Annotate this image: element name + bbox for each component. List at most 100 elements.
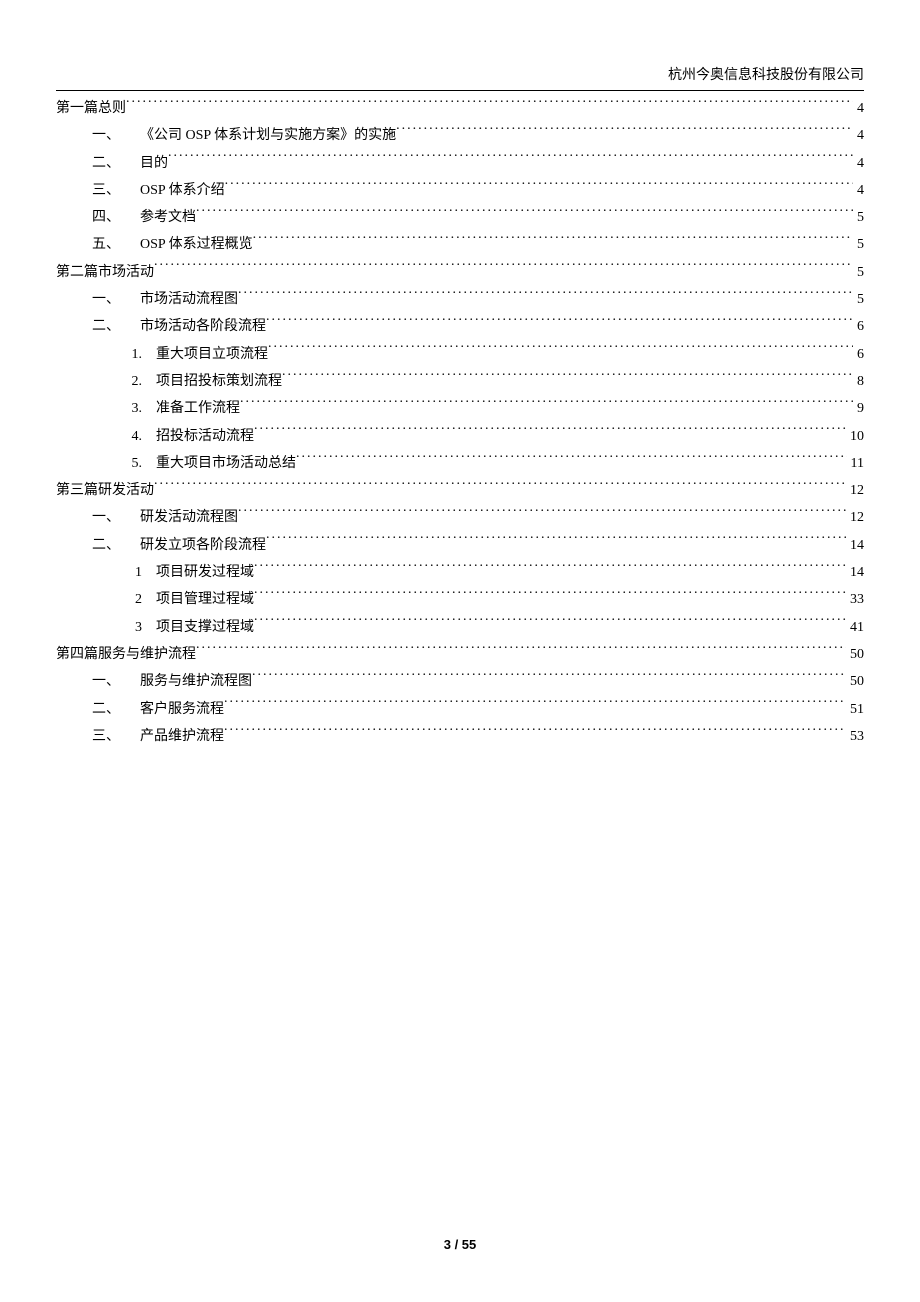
toc-leader-dots: [252, 671, 846, 685]
toc-entry[interactable]: 第一篇总则 4: [56, 95, 864, 122]
toc-entry-page: 53: [846, 723, 864, 750]
toc-entry[interactable]: 四、参考文档5: [56, 204, 864, 231]
toc-entry[interactable]: 三、产品维护流程 53: [56, 723, 864, 750]
toc-entry-marker: 3.: [128, 395, 156, 422]
toc-entry-title: 项目支撑过程域: [156, 614, 254, 641]
toc-leader-dots: [296, 453, 847, 467]
toc-entry[interactable]: 三、OSP 体系介绍 4: [56, 177, 864, 204]
toc-entry[interactable]: 1项目研发过程域14: [56, 559, 864, 586]
toc-entry-page: 14: [846, 532, 864, 559]
toc-entry-marker: 2.: [128, 368, 156, 395]
toc-leader-dots: [240, 398, 853, 412]
toc-leader-dots: [266, 535, 846, 549]
toc-entry-page: 5: [853, 286, 864, 313]
toc-entry[interactable]: 一、研发活动流程图 12: [56, 504, 864, 531]
toc-entry[interactable]: 一、《公司 OSP 体系计划与实施方案》的实施 4: [56, 122, 864, 149]
toc-leader-dots: [168, 153, 853, 167]
toc-leader-dots: [224, 699, 846, 713]
toc-entry-marker: 4.: [128, 423, 156, 450]
toc-entry-title: 第一篇总则: [56, 95, 126, 122]
toc-entry-page: 50: [846, 641, 864, 668]
toc-leader-dots: [268, 344, 853, 358]
toc-entry-title: 准备工作流程: [156, 395, 240, 422]
toc-entry-page: 10: [846, 423, 864, 450]
toc-entry[interactable]: 一、服务与维护流程图50: [56, 668, 864, 695]
toc-entry-title: 项目管理过程域: [156, 586, 254, 613]
toc-entry-page: 12: [846, 504, 864, 531]
toc-entry[interactable]: 3.准备工作流程9: [56, 395, 864, 422]
page-footer: 3 / 55: [0, 1237, 920, 1252]
toc-leader-dots: [266, 316, 853, 330]
toc-entry-page: 50: [846, 668, 864, 695]
toc-entry-page: 4: [853, 95, 864, 122]
toc-entry-title: OSP 体系过程概览: [140, 231, 253, 258]
toc-entry-marker: 五、: [92, 231, 140, 258]
toc-leader-dots: [396, 125, 853, 139]
toc-entry-marker: 3: [128, 614, 156, 641]
toc-entry-title: 招投标活动流程: [156, 423, 254, 450]
toc-entry-marker: 三、: [92, 723, 140, 750]
toc-entry[interactable]: 第三篇研发活动12: [56, 477, 864, 504]
toc-entry[interactable]: 二、目的 4: [56, 150, 864, 177]
page-number-sep: /: [451, 1237, 462, 1252]
page-number-current: 3: [444, 1237, 451, 1252]
toc-entry[interactable]: 2项目管理过程域 33: [56, 586, 864, 613]
toc-entry[interactable]: 一、市场活动流程图5: [56, 286, 864, 313]
toc-entry-title: 《公司 OSP 体系计划与实施方案》的实施: [140, 122, 396, 149]
toc-entry-title: 研发活动流程图: [140, 504, 238, 531]
toc-entry-marker: 四、: [92, 204, 140, 231]
toc-entry[interactable]: 第四篇服务与维护流程 50: [56, 641, 864, 668]
toc-entry[interactable]: 5.重大项目市场活动总结 11: [56, 450, 864, 477]
toc-entry-title: OSP 体系介绍: [140, 177, 225, 204]
toc-entry-marker: 二、: [92, 696, 140, 723]
toc-entry-marker: 二、: [92, 313, 140, 340]
toc-entry-marker: 二、: [92, 150, 140, 177]
toc-entry-page: 4: [853, 177, 864, 204]
toc-entry[interactable]: 2.项目招投标策划流程8: [56, 368, 864, 395]
toc-leader-dots: [126, 98, 853, 112]
toc-entry[interactable]: 4.招投标活动流程 10: [56, 423, 864, 450]
toc-entry-marker: 一、: [92, 286, 140, 313]
toc-leader-dots: [224, 726, 846, 740]
toc-entry[interactable]: 1.重大项目立项流程6: [56, 341, 864, 368]
toc-leader-dots: [282, 371, 853, 385]
toc-entry[interactable]: 五、OSP 体系过程概览5: [56, 231, 864, 258]
toc-leader-dots: [196, 207, 853, 221]
toc-leader-dots: [238, 289, 853, 303]
toc-entry-marker: 一、: [92, 668, 140, 695]
toc-entry-page: 4: [853, 122, 864, 149]
toc-entry-title: 项目研发过程域: [156, 559, 254, 586]
toc-entry-page: 8: [853, 368, 864, 395]
toc-entry-title: 重大项目市场活动总结: [156, 450, 296, 477]
toc-leader-dots: [154, 262, 853, 276]
toc-leader-dots: [254, 617, 846, 631]
toc-leader-dots: [254, 589, 846, 603]
toc-entry-title: 第四篇服务与维护流程: [56, 641, 196, 668]
toc-entry[interactable]: 二、研发立项各阶段流程14: [56, 532, 864, 559]
toc-entry-page: 51: [846, 696, 864, 723]
toc-entry-page: 41: [846, 614, 864, 641]
toc-entry-page: 33: [846, 586, 864, 613]
toc-entry-marker: 5.: [128, 450, 156, 477]
toc-entry-title: 重大项目立项流程: [156, 341, 268, 368]
toc-entry-marker: 2: [128, 586, 156, 613]
toc-entry-page: 6: [853, 341, 864, 368]
toc-leader-dots: [253, 234, 853, 248]
toc-entry-page: 11: [847, 450, 864, 477]
toc-entry[interactable]: 二、市场活动各阶段流程6: [56, 313, 864, 340]
toc-entry-marker: 一、: [92, 504, 140, 531]
toc-entry[interactable]: 3项目支撑过程域 41: [56, 614, 864, 641]
page-header: 杭州今奥信息科技股份有限公司: [56, 64, 864, 91]
toc-entry[interactable]: 二、客户服务流程51: [56, 696, 864, 723]
toc-entry[interactable]: 第二篇市场活动5: [56, 259, 864, 286]
toc-entry-page: 4: [853, 150, 864, 177]
toc-entry-marker: 一、: [92, 122, 140, 149]
toc-entry-marker: 三、: [92, 177, 140, 204]
toc-entry-title: 目的: [140, 150, 168, 177]
toc-entry-marker: 1: [128, 559, 156, 586]
toc-entry-title: 研发立项各阶段流程: [140, 532, 266, 559]
toc-entry-title: 产品维护流程: [140, 723, 224, 750]
table-of-contents: 第一篇总则4一、《公司 OSP 体系计划与实施方案》的实施4二、目的4三、OSP…: [56, 95, 864, 750]
toc-entry-page: 5: [853, 259, 864, 286]
toc-leader-dots: [225, 180, 853, 194]
